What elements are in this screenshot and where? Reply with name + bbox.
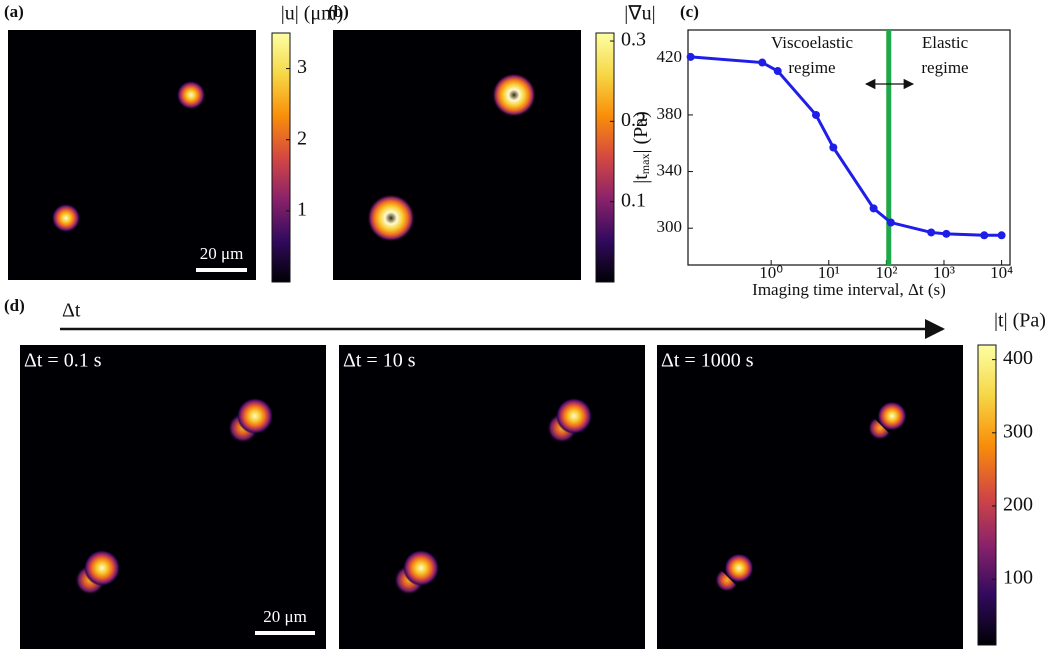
y-axis-label-part: max (638, 154, 652, 175)
x-axis-label: Imaging time interval, Δt (s) (752, 280, 946, 299)
traction-lobe (237, 398, 273, 434)
image (8, 30, 256, 280)
data-point (758, 58, 767, 67)
traction-lobe (724, 553, 754, 583)
annotation: Viscoelastic (771, 33, 854, 52)
colorbar-label: |t| (Pa) (994, 310, 1046, 332)
y-tick-label: 420 (657, 47, 683, 66)
data-point (997, 231, 1006, 240)
colorbar-label: |∇u| (624, 3, 655, 25)
colorbar-tick-label: 400 (1003, 347, 1033, 369)
colorbar-tick-label: 1 (297, 198, 307, 220)
colorbar-tick-label: 0.2 (621, 109, 646, 131)
data-point (811, 110, 820, 119)
x-tick-label: 10² (875, 263, 897, 282)
frame-title: Δt = 1000 s (661, 350, 754, 372)
plot-frame (687, 29, 1011, 266)
annotation: regime (921, 58, 968, 77)
traction-lobe (556, 398, 592, 434)
ring-spot (367, 194, 415, 242)
x-tick-label: 10¹ (818, 263, 840, 282)
data-line (690, 55, 1002, 237)
scale-bar-label: 20 μm (263, 607, 307, 626)
data-point (886, 218, 895, 227)
colorbar-tick-label: 2 (297, 127, 307, 149)
colorbar (977, 344, 997, 646)
data-point (980, 231, 989, 240)
colorbar (595, 32, 615, 283)
traction-lobe (403, 550, 439, 586)
colorbar (271, 32, 291, 283)
spot (177, 81, 205, 109)
data-point (829, 143, 838, 152)
panel-label: (b) (328, 2, 349, 21)
x-tick-label: 10⁴ (990, 263, 1013, 282)
y-tick-label: 340 (657, 160, 683, 179)
annotation: regime (788, 58, 835, 77)
annotation: Elastic (922, 33, 969, 52)
image (657, 345, 963, 649)
x-tick-label: 10³ (933, 263, 955, 282)
panel-label: (c) (680, 2, 699, 21)
colorbar-tick-label: 100 (1003, 567, 1033, 589)
ring-spot (492, 73, 536, 117)
data-point (927, 228, 936, 237)
panel-label: (a) (4, 2, 24, 21)
data-point (773, 67, 782, 76)
data-point (686, 52, 695, 61)
image (20, 345, 326, 649)
colorbar-tick-label: 0.1 (621, 189, 646, 211)
scale-bar-label: 20 μm (200, 244, 244, 263)
spot (52, 204, 80, 232)
image (333, 30, 581, 280)
y-tick-label: 380 (657, 104, 683, 123)
colorbar-tick-label: 0.3 (621, 29, 646, 51)
arrow-label: Δt (62, 300, 81, 322)
y-tick-label: 300 (657, 217, 683, 236)
y-axis-label: |tmax| (Pa) (630, 111, 652, 184)
frame-title: Δt = 10 s (343, 350, 416, 372)
panel-label: (d) (4, 296, 25, 315)
colorbar-label: |u| (μm) (281, 3, 344, 25)
y-axis-label-part: | (Pa) (630, 111, 652, 153)
traction-lobe (84, 550, 120, 586)
traction-lobe (877, 401, 907, 431)
data-point (869, 204, 878, 213)
colorbar-tick-label: 200 (1003, 494, 1033, 516)
colorbar-tick-label: 300 (1003, 420, 1033, 442)
data-point (942, 229, 951, 238)
image (339, 345, 645, 649)
y-axis-label-part: |t (630, 174, 652, 184)
x-tick-label: 10⁰ (759, 263, 783, 282)
frame-title: Δt = 0.1 s (24, 350, 102, 372)
colorbar-tick-label: 3 (297, 56, 307, 78)
